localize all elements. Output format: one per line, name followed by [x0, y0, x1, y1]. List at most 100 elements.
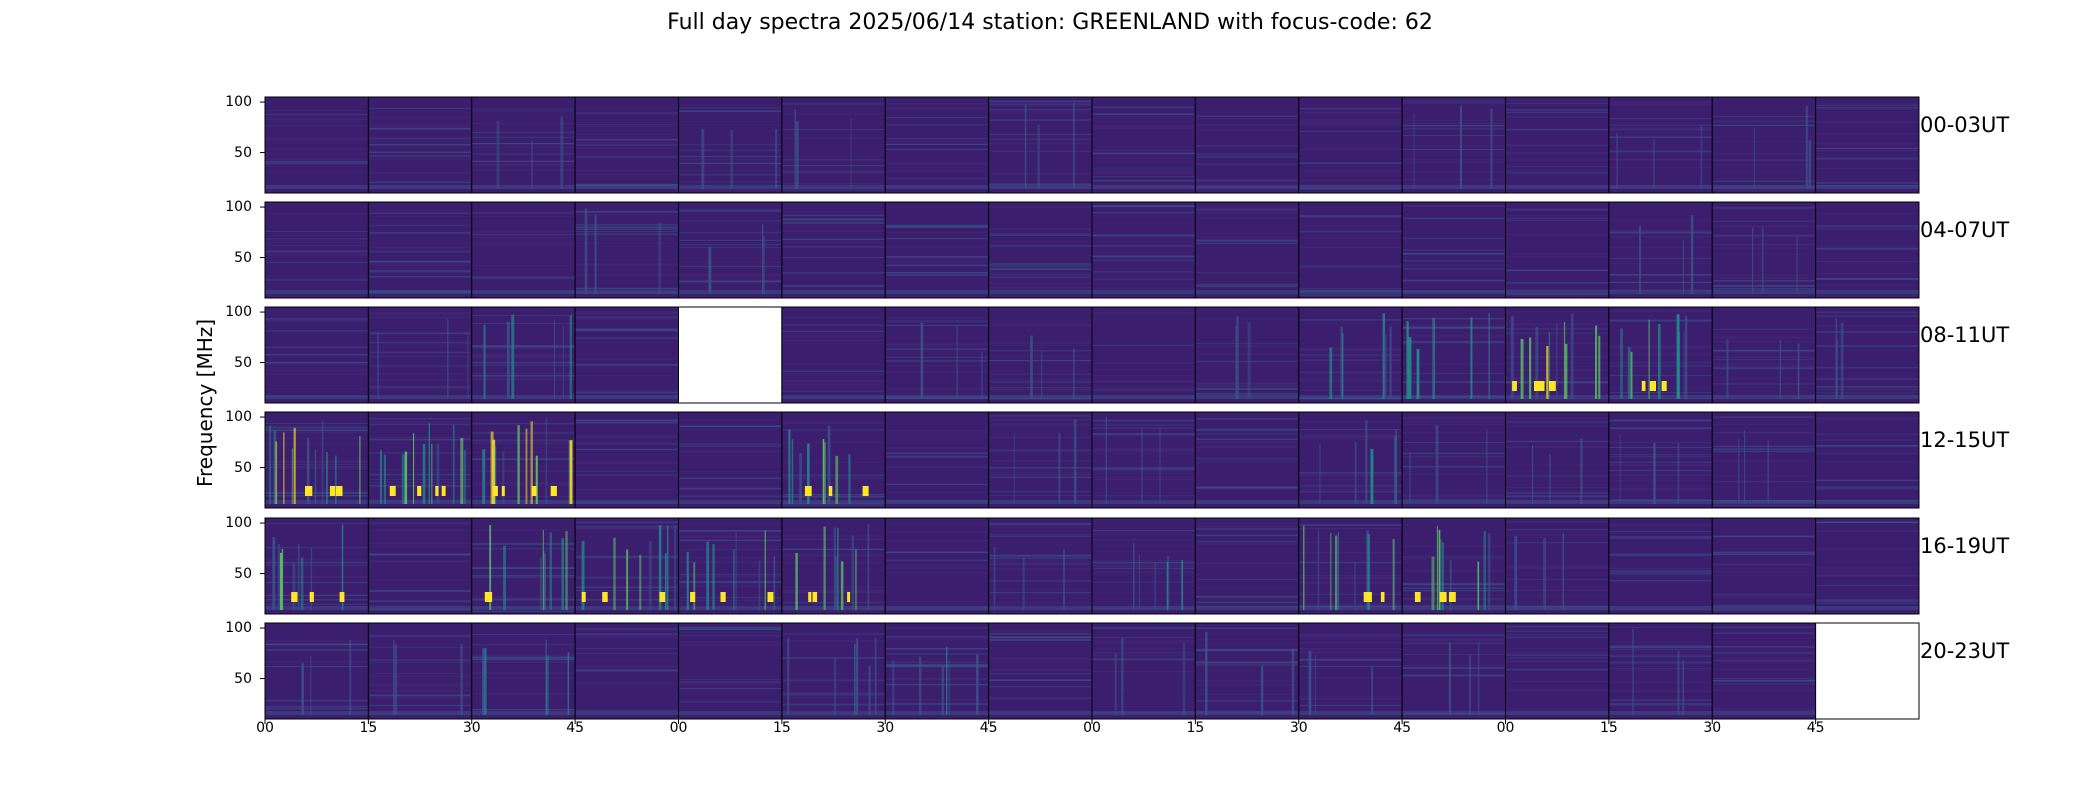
frequency-band	[1092, 205, 1196, 207]
frequency-band	[265, 645, 369, 648]
burst-mark	[1460, 106, 1462, 189]
frequency-band	[1815, 486, 1919, 488]
frequency-band	[1402, 149, 1506, 150]
low-frequency-band	[988, 500, 1092, 504]
frequency-band	[471, 708, 576, 710]
frequency-band	[575, 263, 679, 266]
frequency-band	[781, 172, 886, 174]
frequency-band	[1608, 229, 1713, 232]
frequency-band	[988, 669, 1092, 672]
frequency-band	[1195, 485, 1299, 487]
burst-mark	[1205, 631, 1208, 715]
frequency-band	[368, 659, 472, 661]
spectrum-panel	[678, 96, 783, 194]
frequency-band	[885, 260, 989, 263]
frequency-band	[988, 525, 1092, 528]
frequency-band	[1608, 470, 1713, 471]
frequency-band	[781, 562, 886, 564]
frequency-band	[575, 173, 679, 175]
frequency-band	[471, 484, 576, 486]
frequency-band	[1092, 636, 1196, 638]
frequency-band	[1712, 120, 1816, 123]
frequency-band	[265, 159, 369, 160]
frequency-band	[471, 212, 576, 214]
frequency-band	[368, 423, 472, 425]
frequency-band	[1402, 120, 1506, 121]
spectrum-panel	[1401, 306, 1506, 404]
frequency-band	[1608, 567, 1713, 569]
frequency-band	[1505, 689, 1609, 691]
frequency-band	[1815, 433, 1919, 434]
frequency-band	[1298, 642, 1403, 644]
frequency-band	[368, 316, 472, 319]
frequency-band	[781, 679, 886, 680]
frequency-band	[1092, 714, 1196, 716]
frequency-band	[1298, 660, 1403, 662]
frequency-band	[471, 356, 576, 358]
panel-background	[988, 518, 1092, 614]
low-frequency-band	[265, 500, 369, 504]
frequency-band	[1298, 648, 1403, 650]
burst-mark	[1797, 343, 1800, 399]
frequency-band	[471, 345, 576, 348]
frequency-band	[885, 360, 989, 362]
frequency-band	[1092, 468, 1196, 471]
frequency-band	[265, 388, 369, 390]
frequency-band	[1092, 283, 1196, 285]
frequency-band	[471, 672, 576, 674]
frequency-band	[678, 231, 782, 234]
frequency-band	[1608, 419, 1713, 422]
frequency-band	[368, 250, 472, 253]
spectrum-panel	[574, 622, 679, 720]
frequency-band	[1712, 535, 1816, 538]
frequency-band	[885, 447, 989, 449]
spectrum-panel	[367, 411, 473, 509]
frequency-band	[1712, 163, 1816, 166]
low-frequency-band	[1298, 606, 1403, 610]
hot-spot	[417, 486, 422, 496]
frequency-band	[265, 604, 369, 605]
frequency-band	[1608, 281, 1713, 284]
burst-mark	[733, 549, 735, 610]
low-frequency-band	[1815, 290, 1919, 294]
frequency-band	[678, 700, 782, 703]
frequency-band	[1092, 435, 1196, 437]
frequency-band	[885, 324, 989, 326]
burst-mark	[1182, 642, 1186, 715]
burst-mark	[851, 535, 855, 610]
burst-mark	[1159, 428, 1161, 504]
burst-mark	[482, 449, 486, 504]
panel-background	[1712, 412, 1816, 508]
burst-mark	[1726, 339, 1729, 399]
frequency-band	[1608, 446, 1713, 448]
frequency-band	[575, 435, 679, 437]
burst-mark	[1548, 331, 1551, 399]
frequency-band	[988, 697, 1092, 699]
burst-mark	[377, 332, 379, 399]
frequency-band	[368, 694, 472, 697]
frequency-band	[885, 272, 989, 274]
frequency-band	[1712, 116, 1816, 117]
frequency-band	[1712, 689, 1816, 691]
hot-spot	[1537, 381, 1545, 391]
spectrum-panel	[988, 201, 1093, 299]
frequency-band	[988, 535, 1092, 537]
frequency-band	[678, 635, 782, 636]
frequency-band	[885, 553, 989, 555]
frequency-band	[678, 573, 782, 576]
low-frequency-band	[1092, 711, 1196, 715]
frequency-band	[1195, 534, 1299, 537]
frequency-band	[1298, 288, 1403, 290]
frequency-band	[265, 640, 369, 643]
low-frequency-band	[885, 500, 989, 504]
frequency-band	[575, 274, 679, 276]
panel-background	[678, 623, 782, 719]
frequency-band	[368, 469, 472, 471]
frequency-band	[1195, 579, 1299, 581]
frequency-band	[1505, 440, 1609, 442]
frequency-band	[988, 473, 1092, 475]
frequency-band	[575, 669, 679, 672]
frequency-band	[885, 162, 989, 165]
burst-mark	[626, 549, 629, 610]
hot-spot	[492, 486, 498, 496]
